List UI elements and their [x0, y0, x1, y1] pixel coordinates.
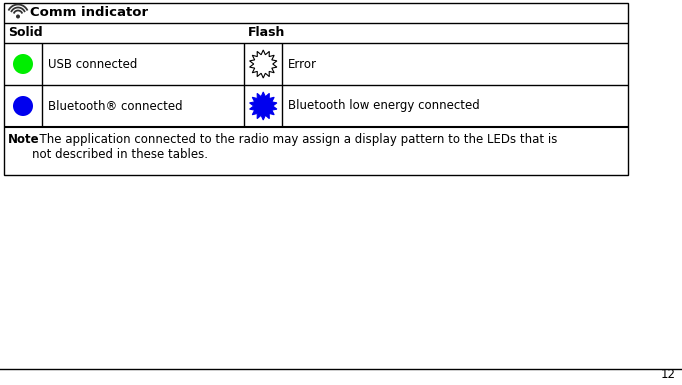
Circle shape [13, 54, 33, 74]
Text: Comm indicator: Comm indicator [30, 7, 148, 20]
Text: Bluetooth® connected: Bluetooth® connected [48, 99, 183, 112]
Text: Error: Error [288, 57, 317, 70]
Circle shape [16, 15, 19, 18]
Circle shape [13, 96, 33, 116]
Text: Note: Note [8, 133, 40, 146]
Text: The application connected to the radio may assign a display pattern to the LEDs : The application connected to the radio m… [32, 133, 557, 161]
Text: Bluetooth low energy connected: Bluetooth low energy connected [288, 99, 480, 112]
Polygon shape [250, 92, 277, 120]
Text: Flash: Flash [248, 27, 286, 40]
Text: 12: 12 [661, 368, 676, 381]
Polygon shape [250, 50, 277, 78]
Text: USB connected: USB connected [48, 57, 137, 70]
Text: Solid: Solid [8, 27, 42, 40]
